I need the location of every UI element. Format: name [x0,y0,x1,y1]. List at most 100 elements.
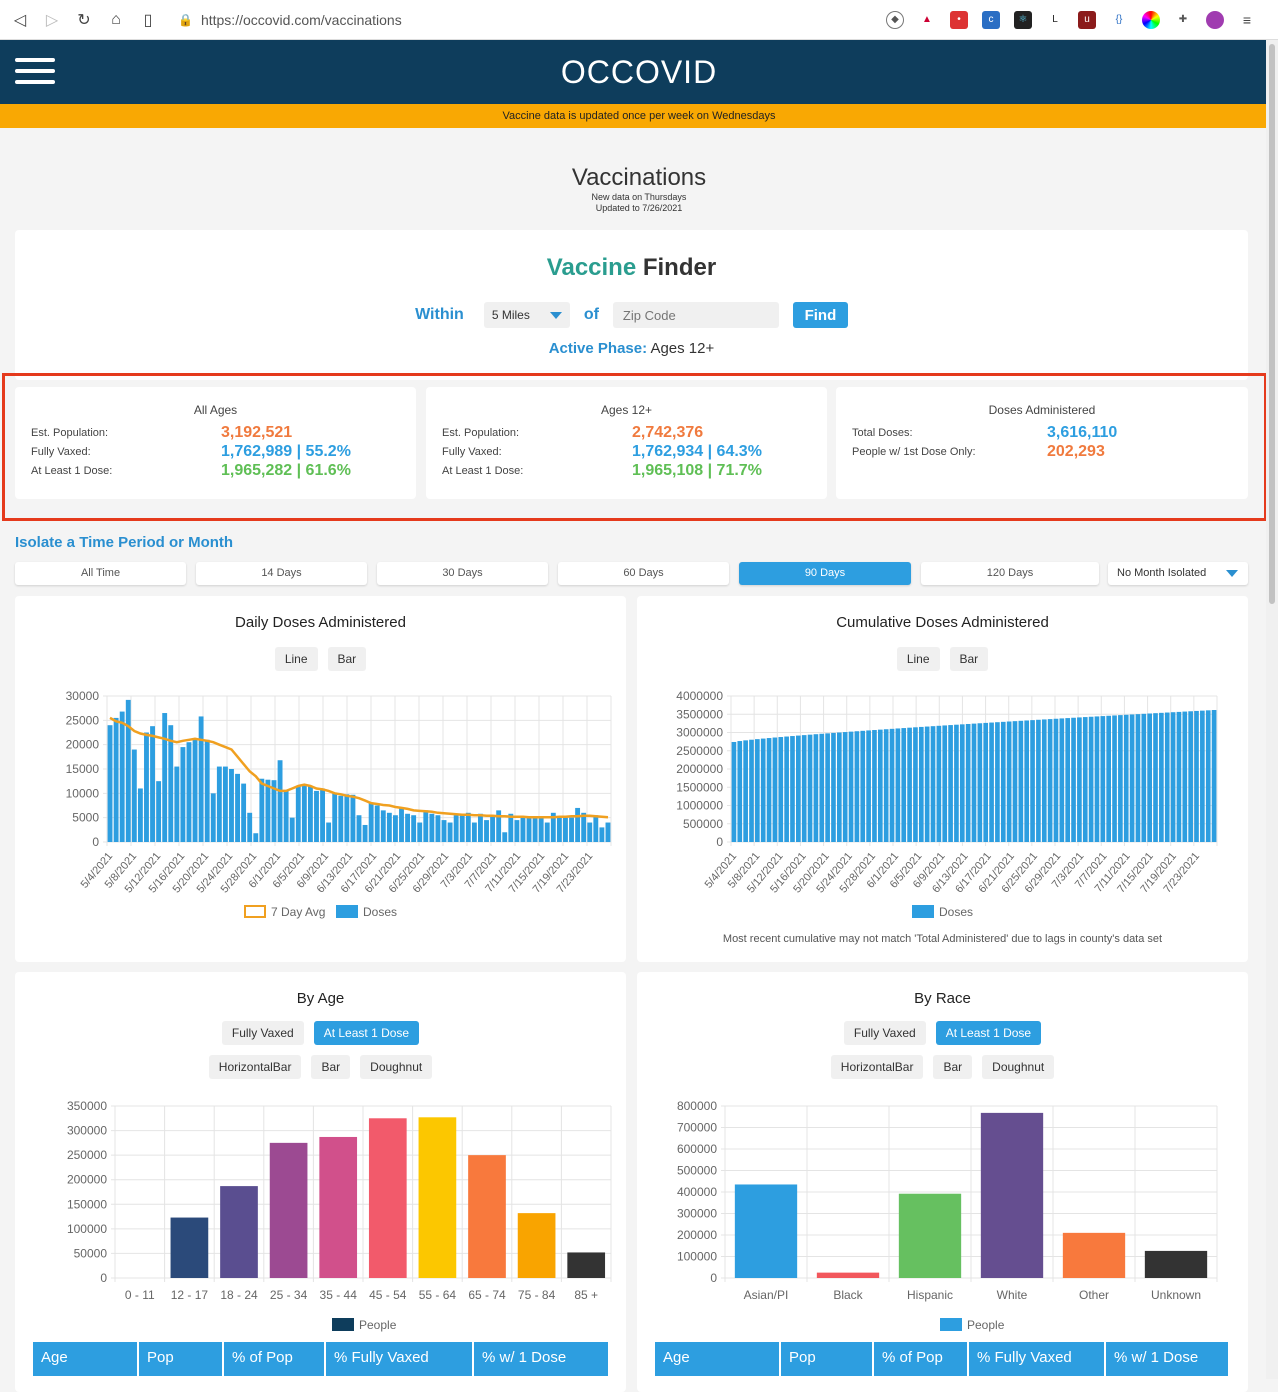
bar-toggle[interactable]: Bar [933,1055,973,1079]
color-picker-icon[interactable] [1142,10,1160,29]
horizontal-bar-toggle[interactable]: HorizontalBar [208,1055,302,1079]
dose-bar [150,726,155,842]
y-tick-label: 600000 [677,1142,717,1156]
legend-people-label: People [359,1318,397,1332]
range-30-days-button[interactable]: 30 Days [377,562,548,585]
forward-icon[interactable]: ▷ [45,11,59,29]
dose-bar [247,812,253,842]
y-tick-label: 3500000 [676,707,723,721]
bar-toggle[interactable]: Bar [327,647,367,671]
at-least-1-dose-toggle[interactable]: At Least 1 Dose [935,1021,1042,1045]
home-icon[interactable]: ⌂ [111,10,121,28]
range-120-days-button[interactable]: 120 Days [921,562,1099,585]
cumulative-bar [737,741,743,842]
bar-toggle[interactable]: Bar [949,647,989,671]
range-all-time-button[interactable]: All Time [15,562,186,585]
back-icon[interactable]: ◁ [13,11,27,29]
dose-bar [581,812,587,842]
range-14-days-button[interactable]: 14 Days [196,562,367,585]
extension-icon-5[interactable]: {} [1110,10,1128,29]
age-table-header: Age Pop % of Pop % Fully Vaxed % w/ 1 Do… [33,1342,608,1376]
react-devtools-icon[interactable]: ⚛ [1014,10,1032,29]
dose-bar [520,817,526,842]
scrollbar-thumb[interactable] [1269,44,1275,604]
stat-label: Fully Vaxed: [31,445,91,458]
chevron-down-icon [1226,570,1238,577]
doughnut-toggle[interactable]: Doughnut [360,1055,433,1079]
bookmark-icon[interactable]: ▯ [143,11,153,29]
extension-icon-3[interactable]: L [1046,10,1064,29]
stat-label: Fully Vaxed: [442,445,502,458]
distance-select[interactable]: 5 Miles [483,302,570,328]
doughnut-toggle[interactable]: Doughnut [982,1055,1055,1079]
race-bar [898,1193,962,1278]
y-tick-label: 10000 [66,786,100,800]
cumulative-bar [848,731,854,842]
y-tick-label: 500000 [683,817,723,831]
bar-toggle[interactable]: Bar [311,1055,351,1079]
daily-doses-chart: 0500010000150002000025000300005/4/20215/… [66,689,612,919]
col-header[interactable]: % w/ 1 Dose [474,1342,608,1376]
month-select[interactable]: No Month Isolated [1108,562,1248,585]
fully-vaxed-toggle[interactable]: Fully Vaxed [221,1021,304,1045]
brave-shield-icon[interactable]: ◆ [886,10,904,29]
col-header[interactable]: Pop [139,1342,222,1376]
profile-avatar-icon[interactable] [1206,10,1224,29]
cumulative-bar [1018,720,1024,842]
cumulative-bar [1211,710,1217,842]
dose-bar [301,784,307,842]
col-header[interactable]: % Fully Vaxed [969,1342,1104,1376]
find-button[interactable]: Find [792,302,848,328]
cumulative-bar [907,727,912,842]
line-toggle[interactable]: Line [274,647,318,671]
cumulative-bar [1135,714,1141,842]
stat-card-title: All Ages [193,403,238,417]
y-tick-label: 0 [100,1271,107,1285]
col-header[interactable]: % of Pop [874,1342,967,1376]
cumulative-bar [872,730,877,842]
dose-bar [168,725,174,842]
reload-icon[interactable]: ↻ [77,11,91,29]
stat-row: People w/ 1st Dose Only: 202,293 [852,442,1248,461]
site-header: OCCOVID [0,40,1278,104]
dose-bar [514,820,520,842]
col-header[interactable]: Age [33,1342,137,1376]
stat-card-title: Doses Administered [988,403,1096,417]
col-header[interactable]: % w/ 1 Dose [1106,1342,1228,1376]
horizontal-bar-toggle[interactable]: HorizontalBar [830,1055,924,1079]
cumulative-bar [801,735,807,842]
col-header[interactable]: % Fully Vaxed [326,1342,472,1376]
zip-code-input[interactable] [612,302,779,328]
url-bar[interactable]: 🔒 https://occovid.com/vaccinations [170,5,878,34]
dose-bar [222,766,228,842]
dose-bar [544,822,550,842]
col-header[interactable]: % of Pop [224,1342,324,1376]
col-header[interactable]: Age [655,1342,779,1376]
stat-card-doses: Doses Administered Total Doses: 3,616,110… [836,387,1248,499]
dose-bar [332,793,338,842]
brave-rewards-icon[interactable]: ▲ [918,10,936,29]
range-60-days-button[interactable]: 60 Days [558,562,729,585]
dose-bar [338,795,344,842]
fully-vaxed-toggle[interactable]: Fully Vaxed [843,1021,926,1045]
hamburger-menu-icon[interactable] [15,58,55,84]
range-90-days-button[interactable]: 90 Days [739,562,911,585]
scrollbar[interactable] [1266,40,1278,1379]
col-header[interactable]: Pop [781,1342,872,1376]
cumulative-bar [930,726,936,842]
puzzle-icon[interactable]: ✚ [1174,10,1192,29]
extension-icon-1[interactable]: • [950,10,968,29]
cumulative-bar [1053,718,1059,842]
menu-icon[interactable]: ≡ [1238,10,1256,29]
line-toggle[interactable]: Line [896,647,940,671]
stat-card-ages-12: Ages 12+ Est. Population: 2,742,376 Fully… [426,387,827,499]
race-table-header: Age Pop % of Pop % Fully Vaxed % w/ 1 Do… [655,1342,1228,1376]
y-tick-label: 5000 [72,811,99,825]
at-least-1-dose-toggle[interactable]: At Least 1 Dose [313,1021,420,1045]
y-tick-label: 3000000 [676,726,723,740]
extension-icon-2[interactable]: c [982,10,1000,29]
extension-icon-4[interactable]: u [1078,10,1096,29]
dose-bar [229,769,234,842]
site-logo[interactable]: OCCOVID [560,53,718,90]
y-tick-label: 2000000 [676,762,723,776]
